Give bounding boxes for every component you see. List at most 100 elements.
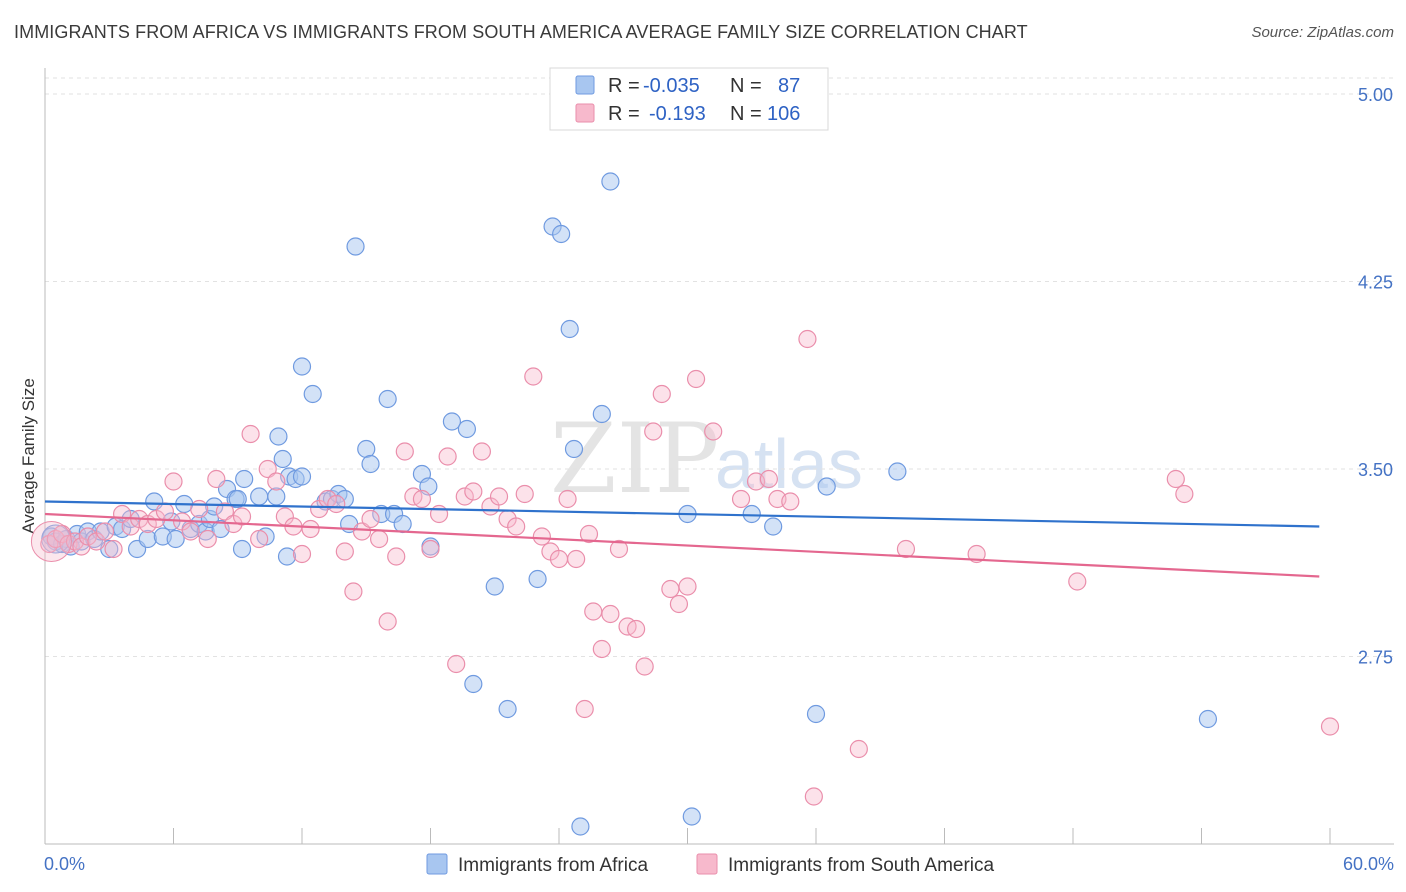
africa-point-48	[346, 237, 365, 256]
bottom-legend-swatch-africa	[426, 853, 448, 875]
y-tick-label: 5.00	[1358, 85, 1393, 105]
africa-point-76	[817, 477, 836, 496]
south-america-point-59	[532, 527, 551, 546]
x-ticks	[173, 828, 1331, 844]
south-america-point-89	[967, 544, 986, 564]
south-america-point-24	[232, 507, 252, 526]
chart-title: IMMIGRANTS FROM AFRICA VS IMMIGRANTS FRO…	[14, 22, 1028, 42]
series-africa-points	[41, 172, 1218, 836]
africa-point-65	[552, 224, 571, 244]
bottom-legend-label-africa: Immigrants from Africa	[458, 855, 648, 876]
south-america-point-72	[635, 657, 654, 676]
africa-point-72	[682, 807, 701, 826]
south-america-point-63	[567, 549, 586, 569]
africa-point-78	[1198, 709, 1218, 729]
south-america-point-79	[704, 422, 723, 441]
south-america-cluster-point	[30, 521, 72, 562]
south-america-point-68	[601, 604, 620, 624]
africa-point-62	[498, 699, 517, 719]
south-america-point-91	[1166, 469, 1185, 489]
south-america-point-26	[250, 529, 269, 549]
africa-point-50	[361, 454, 380, 474]
south-america-point-32	[301, 519, 320, 539]
south-america-point-36	[335, 542, 354, 561]
south-america-point-41	[378, 612, 397, 631]
watermark: ZIP atlas	[550, 403, 863, 515]
south-america-point-21	[207, 469, 226, 489]
south-america-point-62	[558, 489, 577, 509]
africa-point-66	[560, 319, 579, 339]
south-america-point-93	[1320, 717, 1340, 736]
south-america-point-22	[215, 502, 234, 521]
south-america-point-65	[579, 524, 599, 544]
legend-n-value-1: 87	[778, 75, 800, 97]
south-america-point-46	[421, 539, 440, 559]
legend-r-value-1: -0.035	[643, 75, 700, 97]
south-america-point-86	[804, 787, 823, 806]
africa-point-36	[273, 449, 292, 469]
africa-point-58	[442, 412, 462, 431]
south-america-point-25	[241, 424, 260, 444]
south-america-point-84	[781, 492, 800, 511]
africa-point-37	[277, 547, 297, 566]
africa-point-61	[485, 577, 504, 596]
south-america-point-54	[489, 487, 509, 506]
legend-r-label-1: R =	[608, 75, 640, 97]
africa-point-40	[292, 467, 312, 486]
legend-r-value-2: -0.193	[649, 103, 706, 125]
africa-point-59	[457, 419, 477, 439]
south-america-point-39	[361, 509, 380, 529]
x-tick-label-min: 0.0%	[44, 854, 85, 874]
africa-point-32	[250, 487, 269, 506]
south-america-point-8	[95, 522, 115, 541]
series-south-america-points	[30, 329, 1340, 806]
south-america-point-15	[155, 502, 175, 521]
south-america-point-78	[686, 369, 706, 389]
south-america-point-37	[344, 582, 363, 601]
south-america-point-52	[472, 442, 491, 461]
south-america-point-88	[896, 539, 916, 559]
africa-point-69	[592, 404, 611, 424]
south-america-point-20	[198, 529, 217, 549]
y-tick-label: 4.25	[1358, 273, 1393, 293]
axes	[44, 68, 1394, 845]
south-america-point-85	[798, 329, 817, 349]
south-america-point-66	[584, 602, 603, 621]
south-america-point-42	[387, 547, 406, 566]
south-america-point-77	[678, 577, 697, 596]
africa-point-41	[292, 357, 312, 376]
africa-point-68	[571, 817, 590, 836]
bottom-legend-label-south-america: Immigrants from South America	[728, 855, 995, 876]
africa-point-77	[888, 462, 907, 481]
africa-point-54	[393, 514, 412, 534]
south-america-point-48	[438, 447, 457, 466]
south-america-point-71	[626, 619, 646, 639]
south-america-point-38	[352, 522, 372, 541]
africa-point-29	[228, 489, 247, 509]
south-america-point-92	[1175, 484, 1194, 504]
south-america-point-50	[455, 487, 474, 506]
south-america-point-67	[592, 639, 611, 659]
south-america-point-75	[661, 579, 680, 599]
africa-point-52	[378, 389, 397, 409]
south-america-point-27	[258, 459, 277, 479]
legend-box	[549, 67, 829, 131]
africa-point-75	[806, 704, 826, 724]
legend-n-label-2: N =	[730, 103, 762, 125]
africa-point-67	[564, 439, 584, 459]
africa-point-31	[235, 469, 254, 489]
south-america-trend-line	[44, 512, 1320, 578]
south-america-point-74	[652, 384, 671, 404]
bottom-legend-swatch-south-america	[696, 853, 718, 875]
legend-r-label-2: R =	[608, 103, 640, 125]
south-america-point-40	[370, 529, 389, 549]
africa-point-42	[303, 384, 322, 404]
x-tick-label-max: 60.0%	[1343, 854, 1394, 874]
y-tick-label: 3.50	[1358, 460, 1393, 480]
y-tick-labels: 2.75 3.50 4.25 5.00	[1358, 85, 1393, 668]
africa-trend-line	[44, 500, 1320, 528]
africa-point-70	[601, 172, 620, 191]
africa-point-63	[528, 569, 547, 589]
africa-point-60	[464, 674, 483, 694]
